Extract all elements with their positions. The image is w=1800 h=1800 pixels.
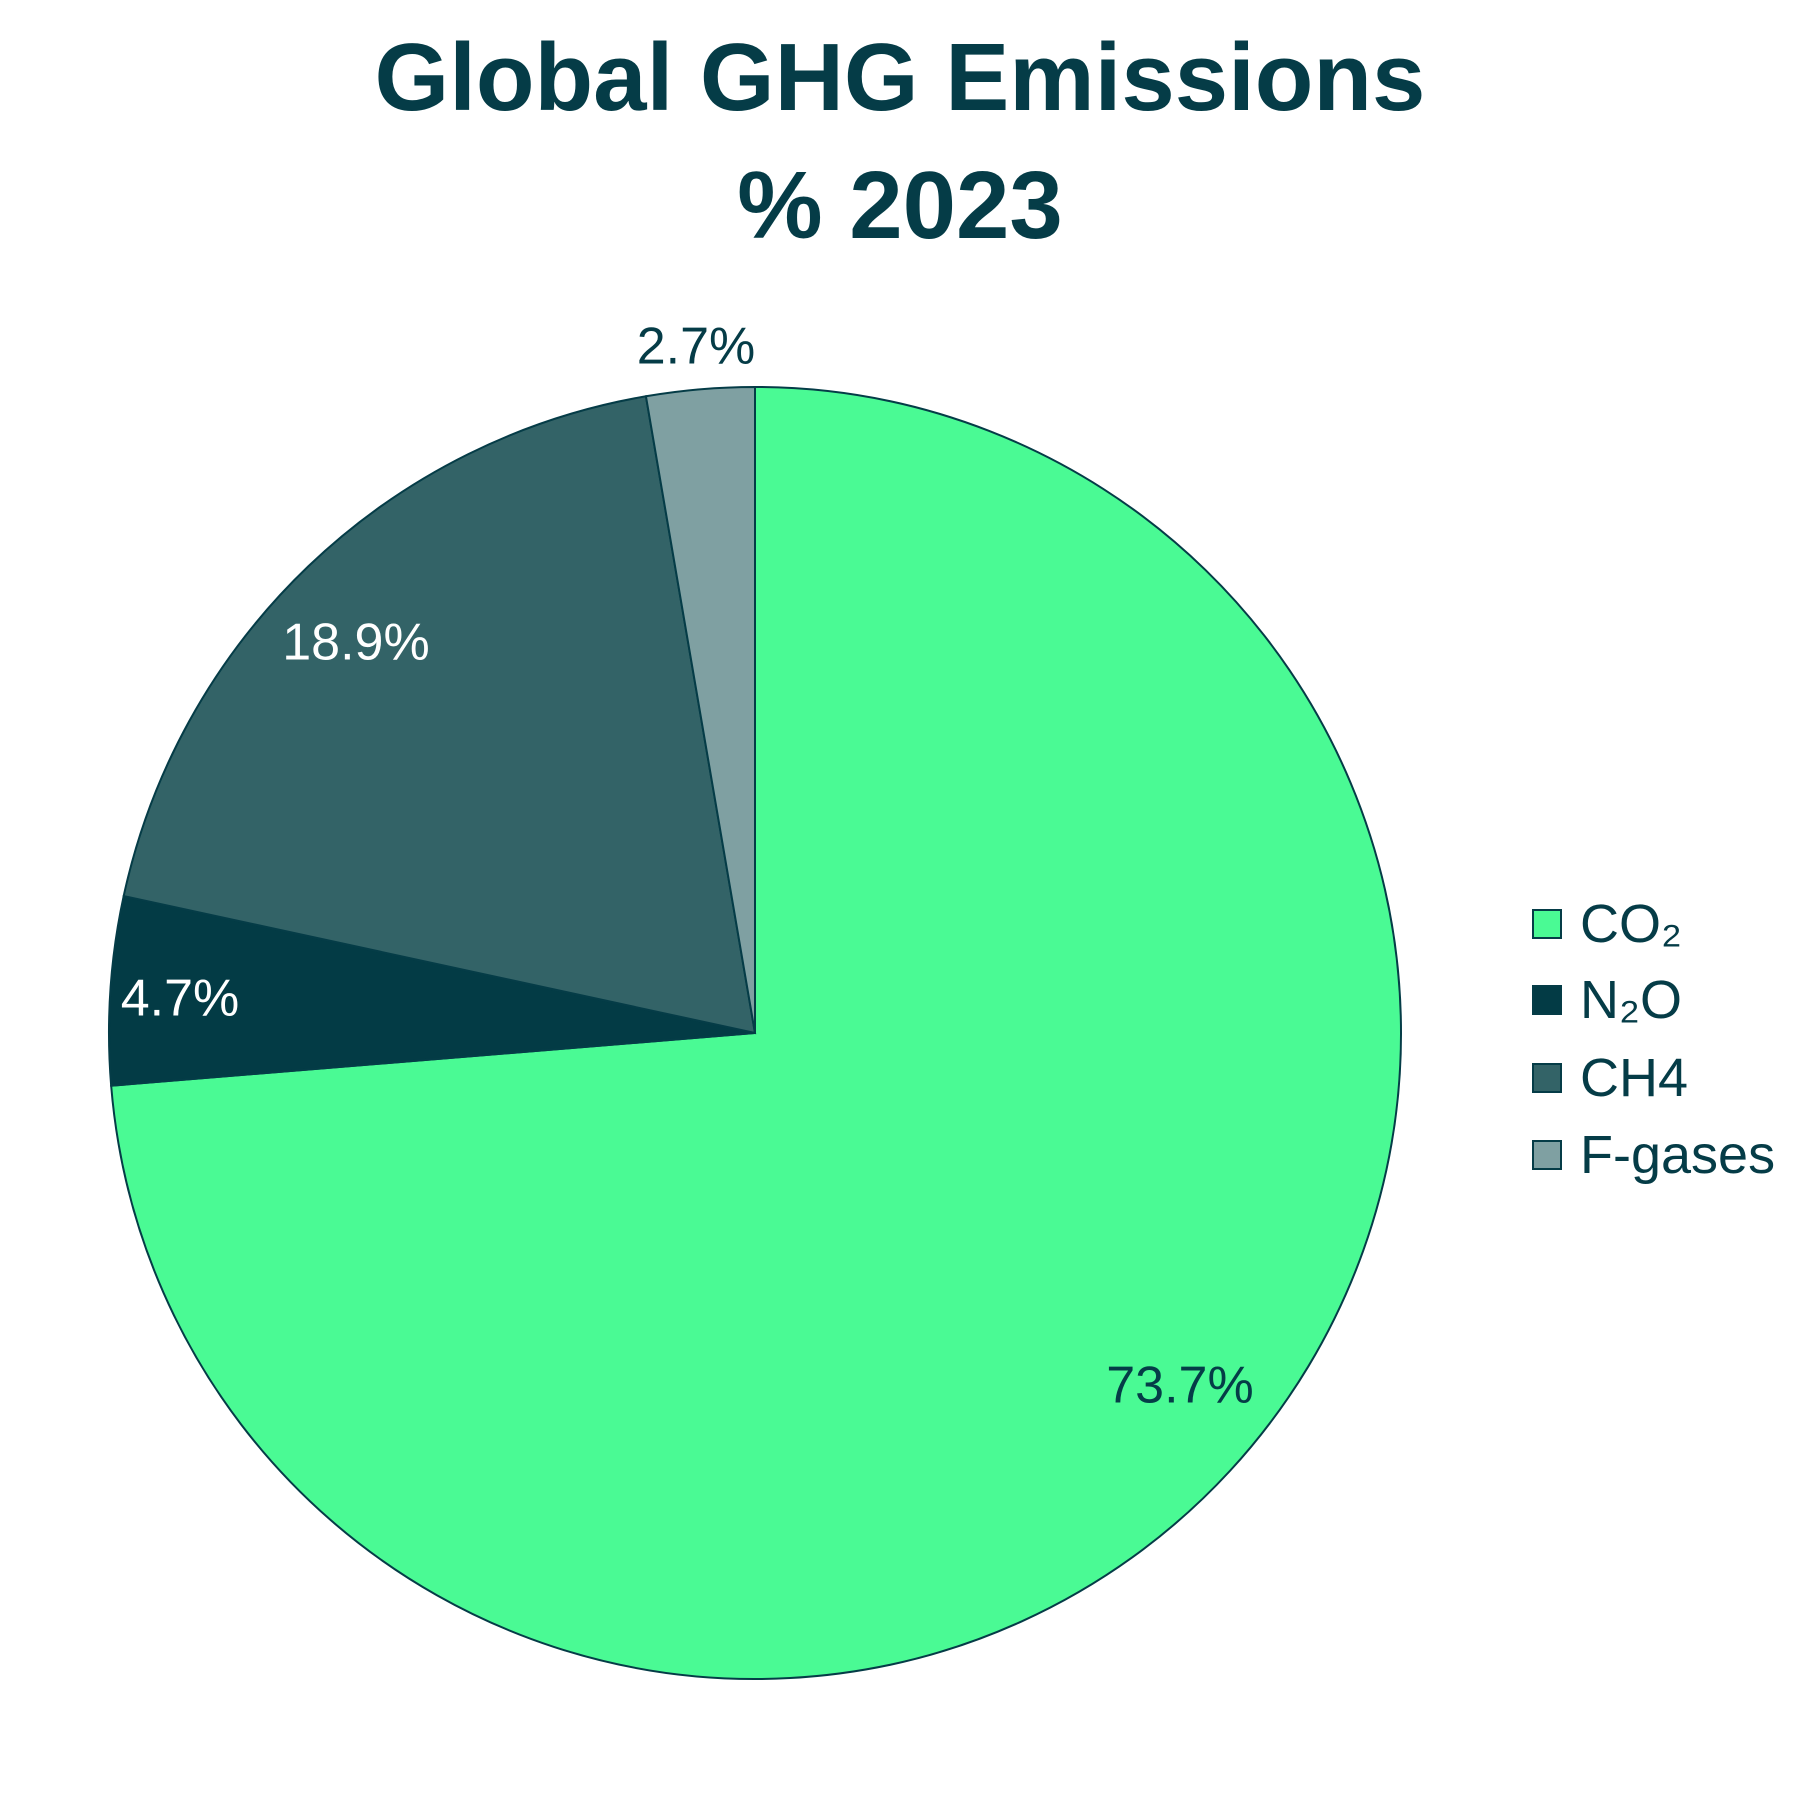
data-label-fgases: 2.7% <box>637 318 756 376</box>
legend-swatch-co2 <box>1532 909 1562 939</box>
legend-label-ch4: CH4 <box>1580 1048 1689 1108</box>
data-label-ch4: 18.9% <box>282 614 429 672</box>
legend-item-n2o: N₂O <box>1532 969 1682 1031</box>
legend-item-ch4: CH4 <box>1532 1047 1688 1109</box>
pie-slice-n2o <box>108 894 756 1087</box>
legend-label-co2: CO₂ <box>1580 894 1682 954</box>
legend-swatch-ch4 <box>1532 1063 1562 1093</box>
data-label-n2o: 4.7% <box>121 970 240 1028</box>
pie-slice-fgases <box>644 385 756 1034</box>
legend-item-fgases: F-gases <box>1532 1124 1775 1186</box>
legend-swatch-fgases <box>1532 1140 1562 1170</box>
pie-slice-ch4 <box>122 395 757 1035</box>
legend-label-fgases: F-gases <box>1580 1125 1776 1185</box>
pie-slice-co2 <box>110 385 1402 1680</box>
chart-title-line-2: % 2023 <box>737 152 1063 259</box>
chart-title-line-1: Global GHG Emissions <box>374 24 1426 131</box>
legend-label-n2o: N₂O <box>1580 970 1682 1030</box>
data-label-co2: 73.7% <box>1106 1357 1253 1415</box>
legend-item-co2: CO₂ <box>1532 893 1682 955</box>
legend-swatch-n2o <box>1532 985 1562 1015</box>
